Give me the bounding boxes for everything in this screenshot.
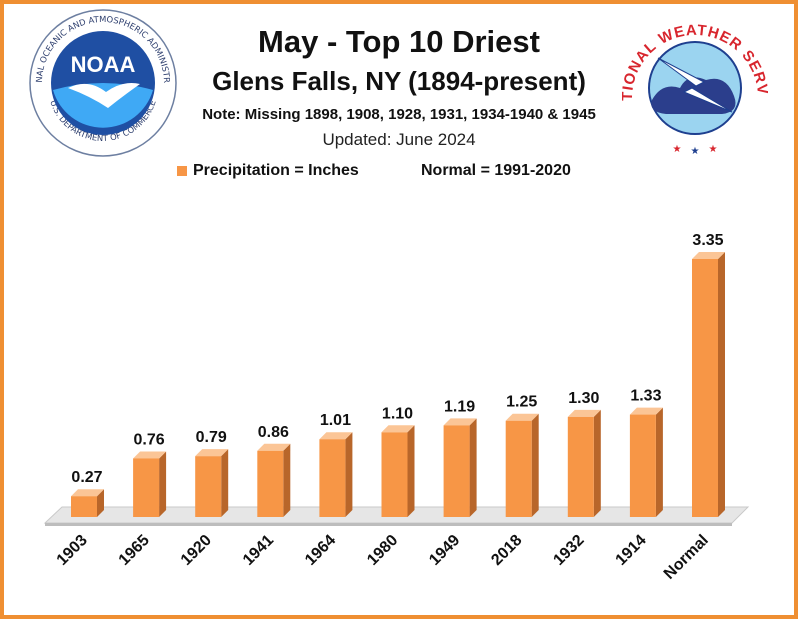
bar-top xyxy=(133,451,167,459)
bar-side xyxy=(221,449,229,517)
noaa-wordmark: NOAA xyxy=(71,52,136,77)
chart-subtitle: Glens Falls, NY (1894-present) xyxy=(212,66,586,96)
x-tick-label: 1903 xyxy=(54,532,91,569)
x-tick-label: 1932 xyxy=(550,532,587,569)
nws-logo: NATIONAL WEATHER SERVICE ★ ★ ★ xyxy=(622,8,768,157)
bar-top xyxy=(505,413,539,421)
x-tick-label: 1941 xyxy=(240,532,277,569)
bar-side xyxy=(345,432,353,517)
bar-top xyxy=(381,425,415,433)
normal-period-note: Normal = 1991-2020 xyxy=(421,162,571,179)
bar-side xyxy=(97,489,104,517)
data-label: 1.30 xyxy=(568,390,599,407)
bar xyxy=(629,414,656,517)
bar-top xyxy=(71,489,104,497)
x-tick-label: 1949 xyxy=(426,532,463,569)
x-tick-label: 1914 xyxy=(613,532,650,569)
bar-side xyxy=(593,409,601,517)
data-label: 0.27 xyxy=(71,469,102,486)
bar xyxy=(567,416,594,517)
bar xyxy=(505,420,532,517)
bar xyxy=(381,432,408,517)
x-tick-label: 1965 xyxy=(116,532,153,569)
chart-title: May - Top 10 Driest xyxy=(258,24,540,59)
bar-side xyxy=(159,451,167,517)
legend-swatch xyxy=(177,166,187,176)
bar-top xyxy=(692,252,725,259)
bar-side xyxy=(718,252,725,517)
bar xyxy=(692,259,718,517)
bar xyxy=(71,496,97,517)
bar-side xyxy=(469,418,477,517)
bar xyxy=(195,456,222,517)
bar-top xyxy=(629,407,663,415)
data-label: 1.10 xyxy=(382,405,413,422)
data-label: 0.86 xyxy=(258,424,289,441)
x-tick-label: 2018 xyxy=(488,532,525,569)
data-label: 3.35 xyxy=(692,232,723,249)
legend: Precipitation = Inches Normal = 1991-202… xyxy=(0,161,798,183)
noaa-logo: NATIONAL OCEANIC AND ATMOSPHERIC ADMINIS… xyxy=(28,8,177,157)
data-label: 0.79 xyxy=(196,429,227,446)
x-tick-label: 1964 xyxy=(302,532,339,569)
bar-side xyxy=(407,425,415,517)
data-label: 1.25 xyxy=(506,394,537,411)
data-label: 0.76 xyxy=(134,431,165,448)
updated-date: Updated: June 2024 xyxy=(322,130,476,149)
bar-top xyxy=(443,418,477,426)
bar-top xyxy=(567,409,601,417)
bar-side xyxy=(531,413,539,517)
bar-side xyxy=(283,443,291,517)
x-tick-label: 1980 xyxy=(364,532,401,569)
bar xyxy=(133,458,160,517)
bar-side xyxy=(655,407,663,517)
bar-top xyxy=(257,443,291,451)
legend-label: Precipitation = Inches xyxy=(193,162,359,179)
data-label: 1.33 xyxy=(630,388,661,405)
star-icon: ★ xyxy=(709,144,718,155)
bar-top xyxy=(195,449,229,457)
data-label: 1.01 xyxy=(320,412,351,429)
bar xyxy=(443,425,470,517)
bar xyxy=(257,450,284,517)
x-tick-label: Normal xyxy=(661,532,712,583)
missing-years-note: Note: Missing 1898, 1908, 1928, 1931, 19… xyxy=(202,106,596,123)
bar xyxy=(319,439,346,517)
star-icon: ★ xyxy=(673,144,682,155)
data-label: 1.19 xyxy=(444,398,475,415)
x-tick-label: 1920 xyxy=(178,532,215,569)
chart-floor-edge xyxy=(45,523,732,526)
bar-top xyxy=(319,432,353,440)
star-icon: ★ xyxy=(691,146,700,157)
